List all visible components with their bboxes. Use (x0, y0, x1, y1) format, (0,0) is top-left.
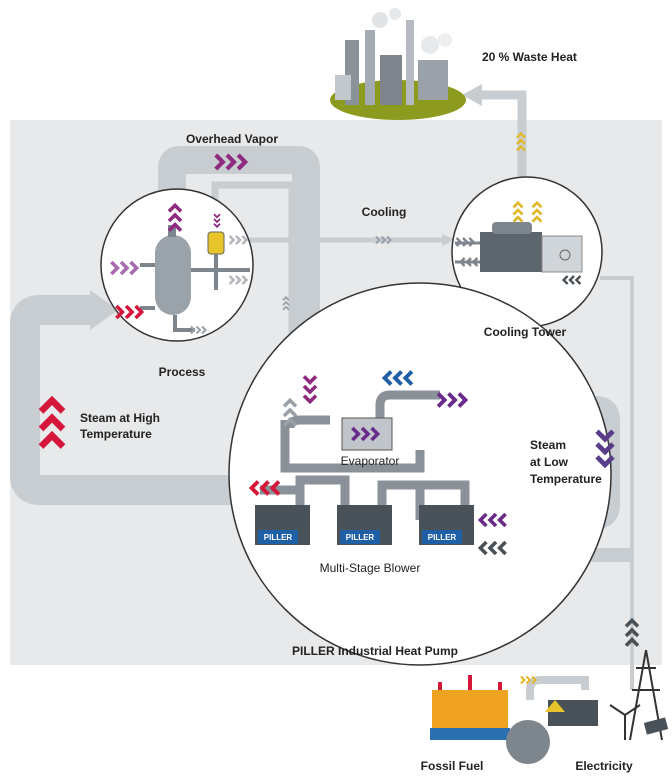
flow-line (530, 680, 585, 700)
label: Evaporator (341, 454, 400, 468)
label: Temperature (530, 472, 602, 486)
label: Overhead Vapor (186, 132, 278, 146)
badge: PILLER (428, 533, 457, 542)
badge: PILLER (264, 533, 293, 542)
label: Process (159, 365, 206, 379)
label: Cooling Tower (484, 325, 567, 339)
label: PILLER Industrial Heat Pump (292, 644, 458, 658)
label: Cooling (362, 205, 407, 219)
label: 20 % Waste Heat (482, 50, 577, 64)
label: Fossil Fuel (421, 759, 484, 773)
label: Electricity (575, 759, 633, 773)
label: Temperature (80, 427, 152, 441)
factory-island (330, 8, 466, 120)
badge: PILLER (346, 533, 375, 542)
label: Steam (530, 438, 566, 452)
label: Steam at High (80, 411, 160, 425)
label: at Low (530, 455, 569, 469)
label: Multi-Stage Blower (320, 561, 421, 575)
diagram: 20 % Waste Heat Overhead Vapor Cooling P… (0, 0, 672, 776)
chevron (521, 677, 525, 684)
